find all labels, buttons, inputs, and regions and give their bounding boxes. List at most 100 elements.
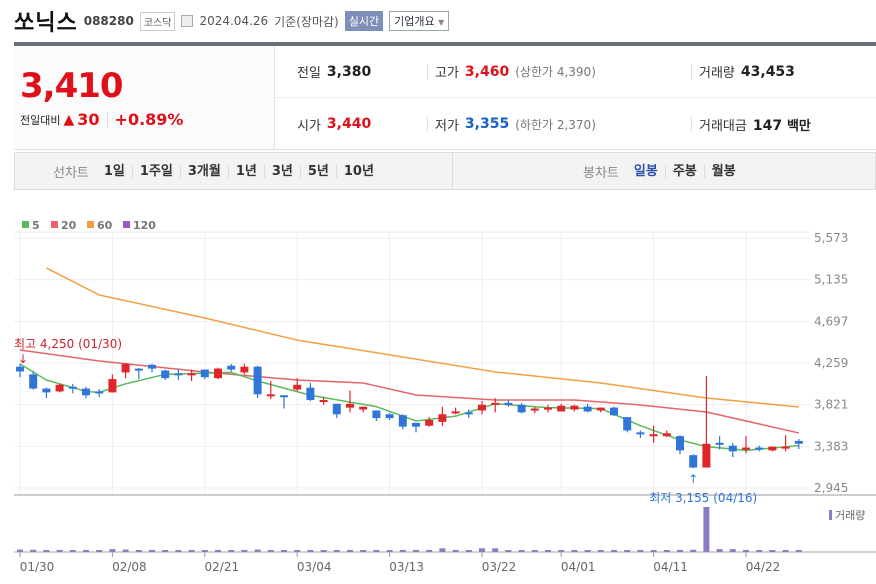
volume-bar [782,550,789,552]
candle-body [161,370,170,379]
candle-body [240,366,249,373]
low-label: 저가 [435,118,459,134]
volume-bar [479,548,485,552]
volume-bar [663,550,670,552]
candle-body [412,422,420,427]
volume-bar [558,550,565,552]
volume-bar [518,550,525,552]
candle-body [491,402,500,405]
stock-name: 쏘닉스 [14,11,78,36]
candle-body [187,373,196,376]
separator [106,112,108,127]
volume-bar [597,550,604,552]
tab-3y[interactable]: 3년 [263,164,300,178]
tab-monthly[interactable]: 월봉 [703,164,743,178]
candle-body [372,410,381,419]
volume-bar [320,550,327,552]
volume-bar [215,549,221,552]
candle-body [478,404,486,411]
volume-bar [17,549,23,552]
prev-close: 3,380 [326,63,372,80]
volume-bar [637,550,644,552]
candle-body [583,406,592,412]
volume-bar [83,550,89,552]
prev-label: 전일 [297,66,321,81]
y-tick-label: 2,945 [814,481,848,495]
volume-bar [43,549,50,552]
legend-label-20: 20 [61,219,77,232]
x-tick-label: 04/01 [561,560,596,574]
y-tick-label: 4,697 [814,314,848,328]
down-arrow-icon: ↓ [18,352,28,366]
up-triangle-icon: ▲ [63,111,75,128]
ma20-line [19,349,799,434]
volume-bar [30,549,37,552]
legend-label-120: 120 [133,219,156,232]
tab-daily[interactable]: 일봉 [633,163,658,179]
max-annotation: 최고 4,250 (01/30) [14,337,122,351]
volume-bar [769,550,776,552]
candle-body [794,440,803,444]
tab-1w[interactable]: 1주일 [131,164,180,178]
x-tick-label: 01/30 [20,560,55,574]
candle-body [332,403,341,415]
candle-body [266,394,275,397]
chart-tabs: 선차트 1일 1주일 3개월 1년 3년 5년 10년 봉차트 일봉 주봉 월봉 [14,152,876,190]
amount-value: 147 백만 [753,115,811,134]
volume-bar [399,549,406,552]
current-price: 3,410 [20,66,124,106]
volume-bar [122,549,129,552]
change-amount: 30 [77,110,100,129]
volume-bar [545,550,551,552]
low-price: 3,355 [464,116,510,132]
candle-body [530,408,539,411]
change-label: 전일대비 [20,113,61,127]
tab-5y[interactable]: 5년 [299,164,336,178]
candle-body [649,434,658,437]
change-percent: +0.89% [114,110,184,129]
min-annotation: 최저 3,155 (04/16) [649,491,757,505]
legend-swatch-60 [87,221,94,228]
volume-bar [96,550,103,552]
volume-bar [333,550,340,552]
tab-1y[interactable]: 1년 [227,164,264,178]
volume-bar [162,550,169,552]
tab-3m[interactable]: 3개월 [179,164,228,178]
open-price: 3,440 [326,116,372,132]
y-tick-label: 5,135 [814,273,848,287]
candle-body [544,407,552,410]
company-info-dropdown[interactable]: 기업개요 ▼ [389,11,450,31]
realtime-button[interactable]: 실시간 [344,11,384,31]
candle-body [55,384,64,392]
y-tick-label: 3,821 [814,398,848,412]
header-divider [14,42,876,46]
candle-body [214,368,222,379]
legend-swatch-120 [123,221,130,228]
legend-swatch-20 [51,221,58,228]
volume-bar [531,550,538,552]
volume-bar [307,550,314,552]
volume-legend-swatch [829,510,832,520]
company-info-label: 기업개요 [394,15,435,28]
volume-bar [373,550,380,552]
candle-body [517,404,526,413]
candle-body [280,395,288,398]
candle-body [689,455,698,468]
x-tick-label: 03/04 [297,560,332,574]
tab-weekly[interactable]: 주봉 [664,164,704,178]
candle-body [425,419,434,426]
amount-unit: 백만 [786,118,811,134]
candle-body [227,365,236,370]
tab-10y[interactable]: 10년 [335,164,381,178]
tab-1d[interactable]: 1일 [103,163,125,179]
volume-bar [465,550,472,552]
candle-body [570,405,579,410]
volume-bar [716,549,723,552]
candle-body [42,388,51,393]
upper-limit: (상한가 4,390) [515,65,596,79]
candle-body [319,400,328,403]
candle-body [464,412,473,415]
candle-body [16,366,24,372]
candle-body [95,391,104,394]
x-tick-label: 03/13 [389,560,424,574]
